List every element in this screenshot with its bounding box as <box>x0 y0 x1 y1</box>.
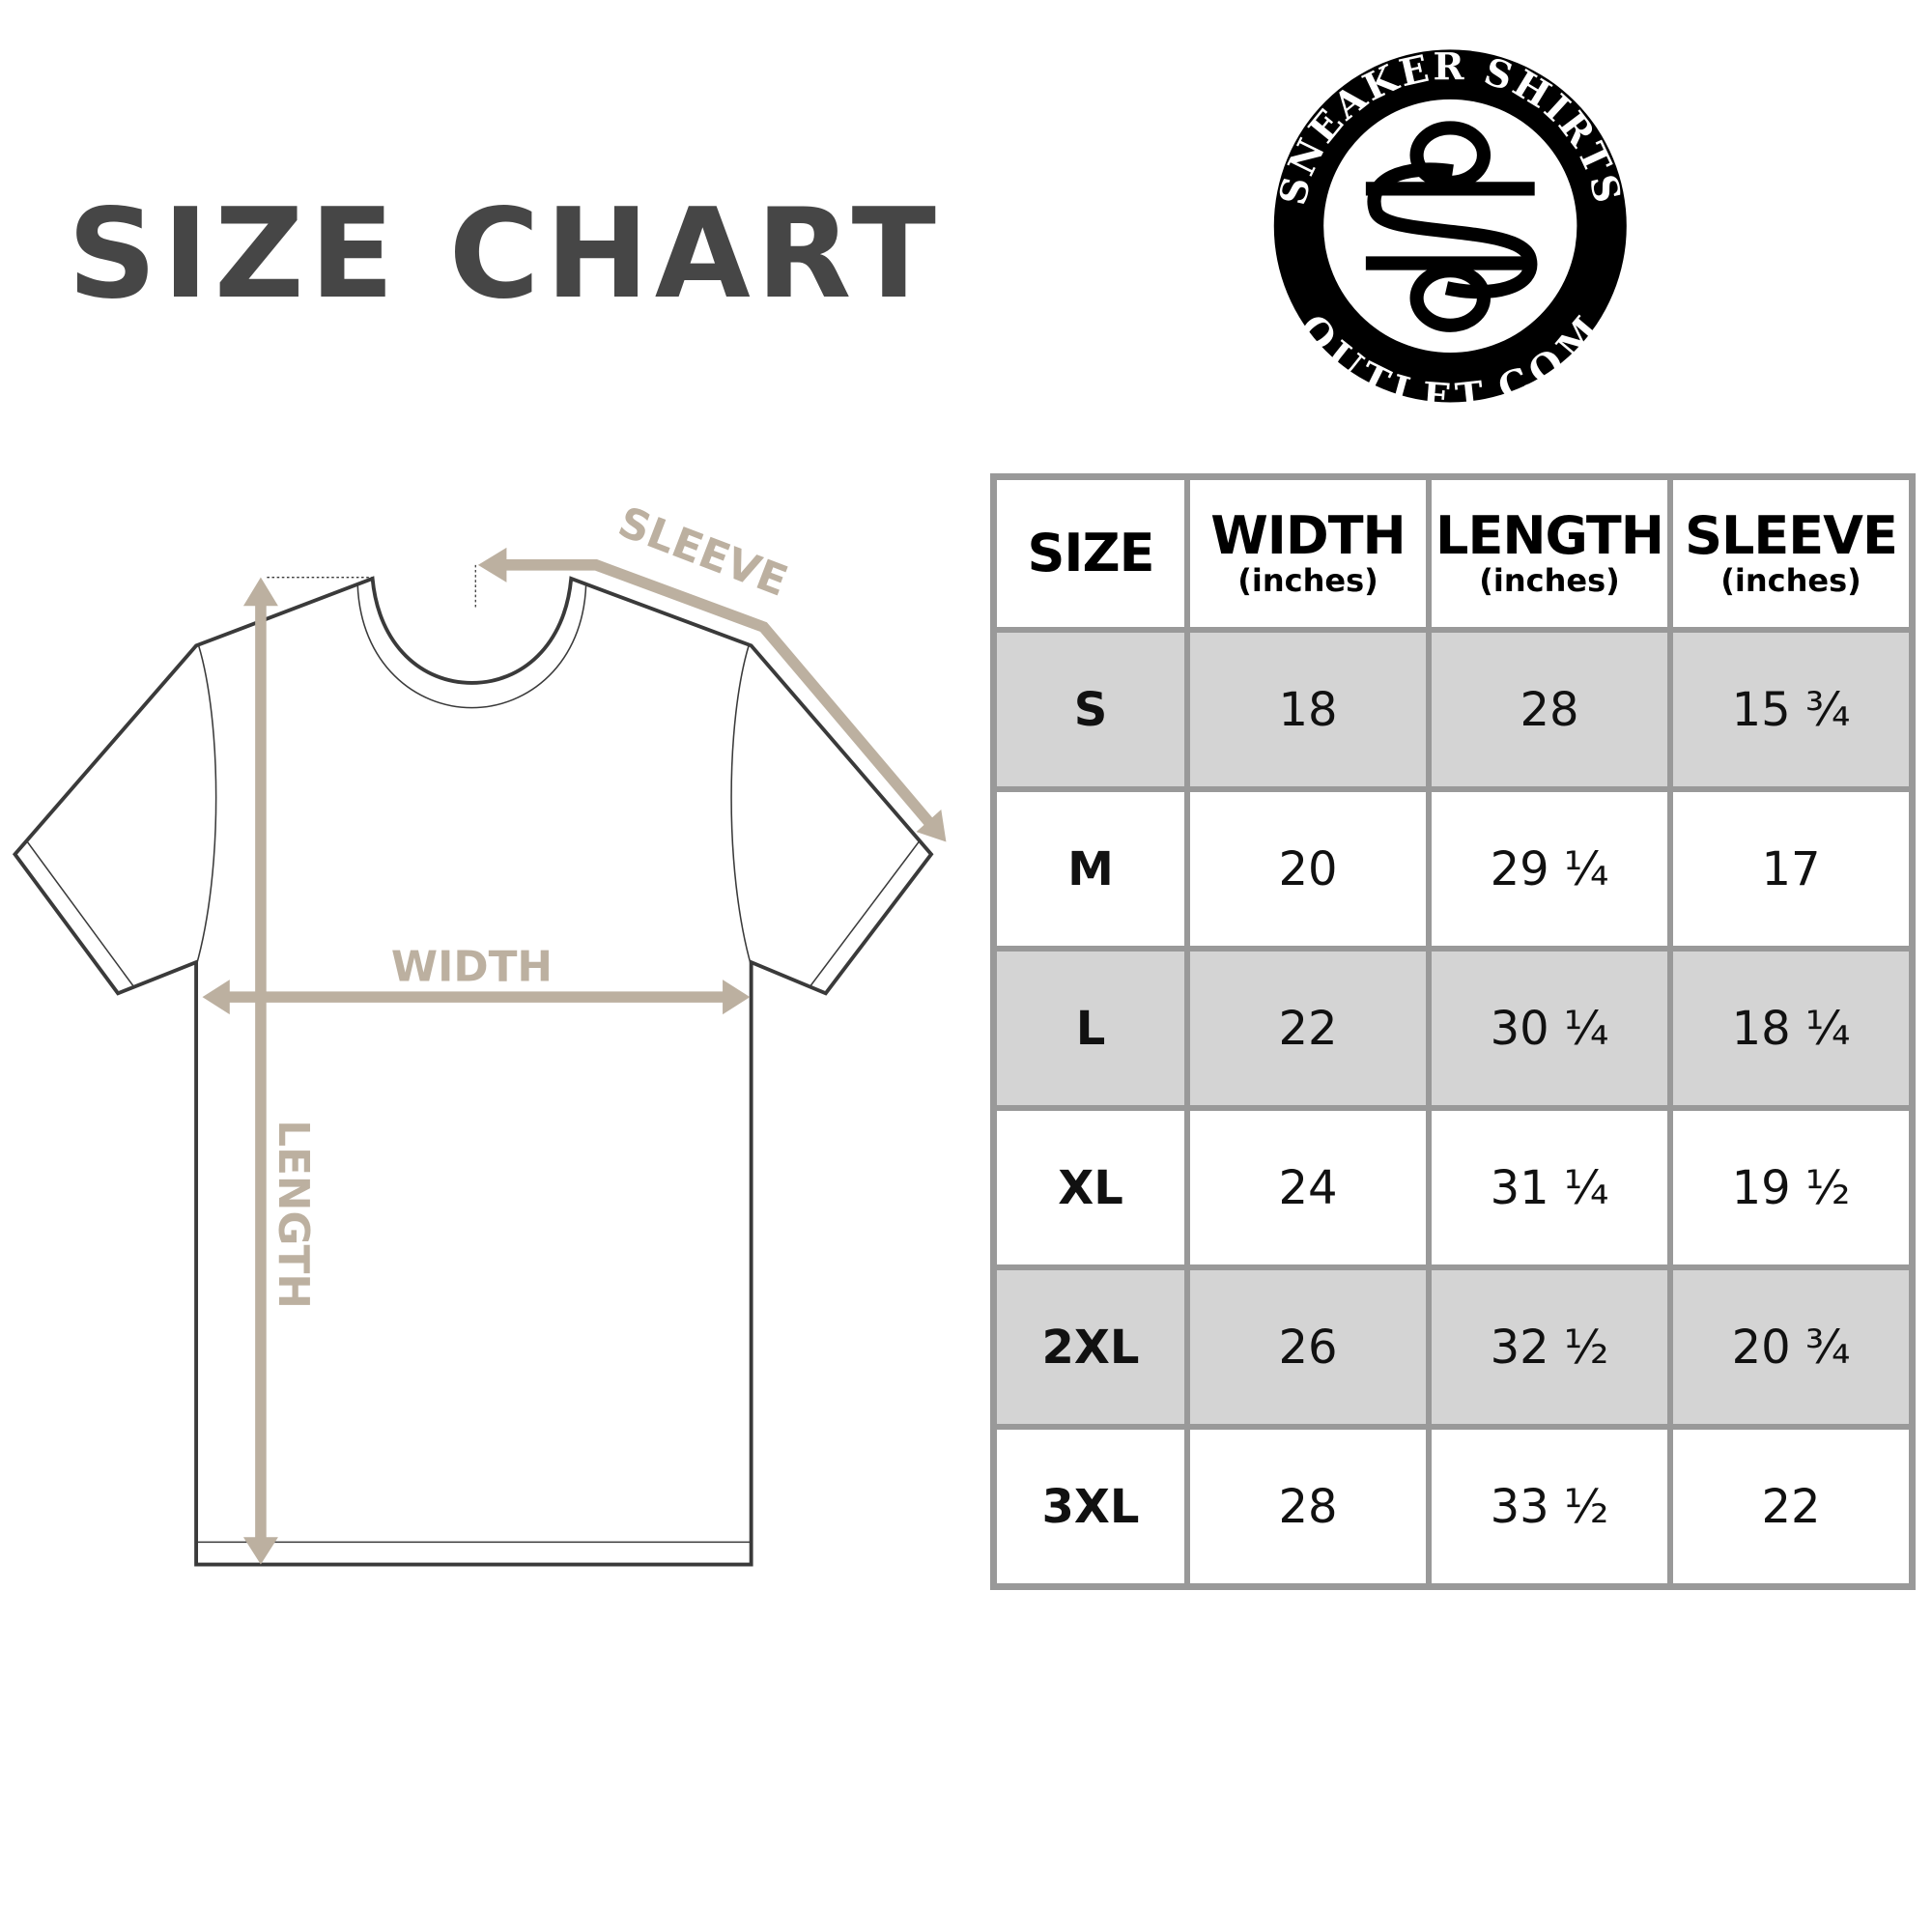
sleeve-cell: 15 ¾ <box>1667 627 1916 792</box>
size-cell: L <box>990 946 1190 1111</box>
table-header-row: SIZE WIDTH (inches) LENGTH (inches) SLEEVE… <box>990 473 1916 633</box>
table-row: XL 24 31 ¼ 19 ½ <box>990 1105 1916 1270</box>
length-cell: 32 ½ <box>1426 1264 1673 1430</box>
length-label: LENGTH <box>269 1120 318 1309</box>
width-cell: 26 <box>1184 1264 1432 1430</box>
length-cell: 33 ½ <box>1426 1424 1673 1590</box>
page-title: SIZE CHART <box>68 183 942 327</box>
table-row: 2XL 26 32 ½ 20 ¾ <box>990 1264 1916 1430</box>
width-cell: 24 <box>1184 1105 1432 1270</box>
length-cell: 30 ¼ <box>1426 946 1673 1111</box>
sleeve-cell: 18 ¼ <box>1667 946 1916 1111</box>
sleeve-cell: 20 ¾ <box>1667 1264 1916 1430</box>
width-cell: 20 <box>1184 786 1432 952</box>
size-cell: S <box>990 627 1190 792</box>
tshirt-outline <box>12 564 934 1567</box>
header-sleeve: SLEEVE (inches) <box>1667 473 1916 633</box>
table-row: S 18 28 15 ¾ <box>990 627 1916 792</box>
table-row: L 22 30 ¼ 18 ¼ <box>990 946 1916 1111</box>
size-cell: 3XL <box>990 1424 1190 1590</box>
width-cell: 22 <box>1184 946 1432 1111</box>
arrowheads <box>202 547 947 1565</box>
header-width: WIDTH (inches) <box>1184 473 1432 633</box>
size-cell: M <box>990 786 1190 952</box>
sleeve-label: SLEEVE <box>611 497 794 607</box>
size-cell: XL <box>990 1105 1190 1270</box>
header-length: LENGTH (inches) <box>1426 473 1673 633</box>
header-size: SIZE <box>990 473 1190 633</box>
length-cell: 31 ¼ <box>1426 1105 1673 1270</box>
sleeve-cell: 19 ½ <box>1667 1105 1916 1270</box>
width-cell: 28 <box>1184 1424 1432 1590</box>
brand-logo: SNEAKER SHIRTS OUTLET.COM <box>1271 45 1627 420</box>
width-label: WIDTH <box>391 942 553 991</box>
sleeve-arrow <box>497 559 937 831</box>
length-cell: 29 ¼ <box>1426 786 1673 952</box>
width-cell: 18 <box>1184 627 1432 792</box>
measurement-arrows <box>220 559 937 1544</box>
sleeve-cell: 17 <box>1667 786 1916 952</box>
table-row: M 20 29 ¼ 17 <box>990 786 1916 952</box>
length-cell: 28 <box>1426 627 1673 792</box>
size-table: SIZE WIDTH (inches) LENGTH (inches) SLEEVE… <box>990 473 1916 1590</box>
size-cell: 2XL <box>990 1264 1190 1430</box>
monogram-icon <box>1365 121 1538 332</box>
table-row: 3XL 28 33 ½ 22 <box>990 1424 1916 1590</box>
sleeve-cell: 22 <box>1667 1424 1916 1590</box>
